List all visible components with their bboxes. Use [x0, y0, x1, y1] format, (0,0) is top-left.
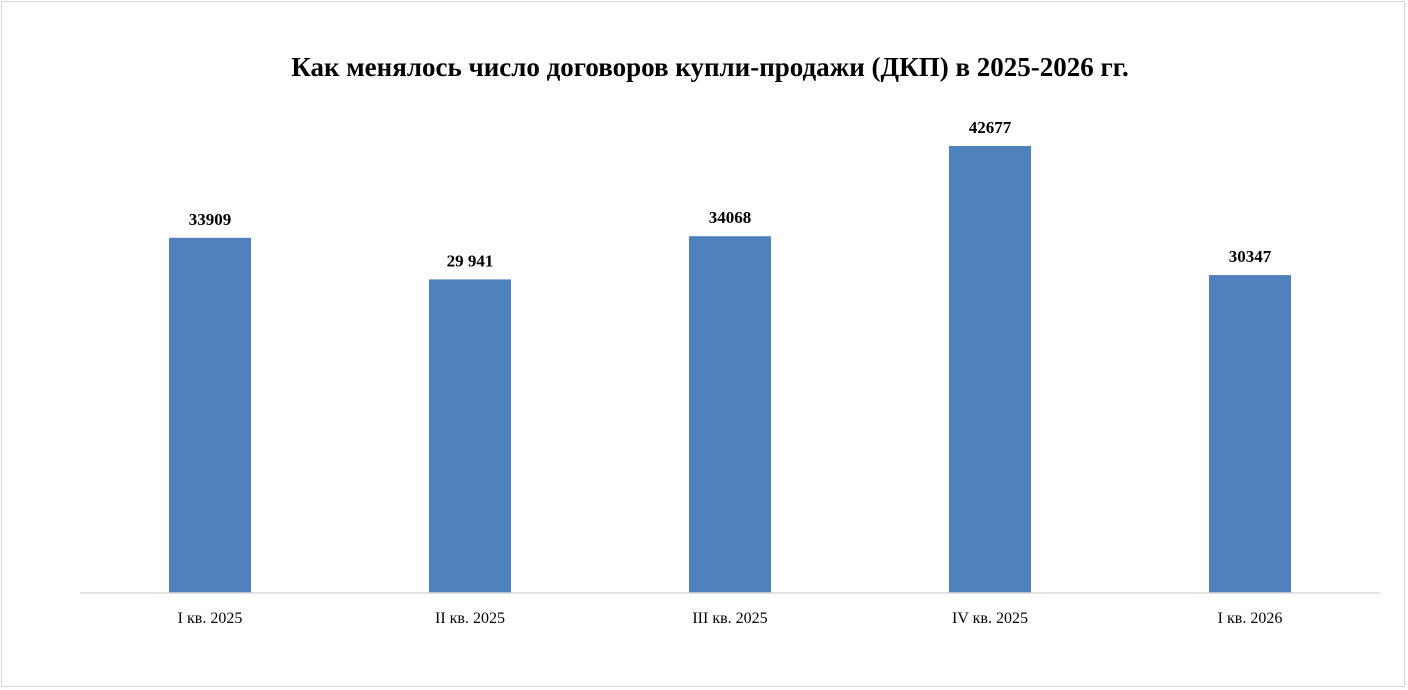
data-label-1: 33909 — [189, 210, 232, 229]
bar-3 — [689, 236, 771, 593]
bar-1 — [169, 237, 251, 594]
data-label-2: 29 941 — [447, 251, 494, 270]
data-label-group: 33909 29 941 34068 42677 30347 — [189, 118, 1272, 270]
bar-5 — [1209, 275, 1291, 593]
x-tick-label-5: I кв. 2026 — [1218, 610, 1283, 627]
tick-label-group: I кв. 2025 II кв. 2025 III кв. 2025 IV кв. … — [178, 610, 1283, 627]
bar-2 — [429, 279, 511, 593]
data-label-4: 42677 — [969, 118, 1012, 137]
chart-title: Как менялось число договоров купли-прода… — [291, 52, 1129, 82]
data-label-3: 34068 — [709, 208, 752, 227]
x-tick-label-2: II кв. 2025 — [435, 610, 505, 627]
x-tick-label-1: I кв. 2025 — [178, 610, 243, 627]
x-tick-label-4: IV кв. 2025 — [952, 610, 1028, 627]
bar-group — [169, 146, 1291, 594]
bar-4 — [949, 146, 1031, 593]
data-label-5: 30347 — [1229, 247, 1272, 266]
x-tick-label-3: III кв. 2025 — [692, 610, 767, 627]
